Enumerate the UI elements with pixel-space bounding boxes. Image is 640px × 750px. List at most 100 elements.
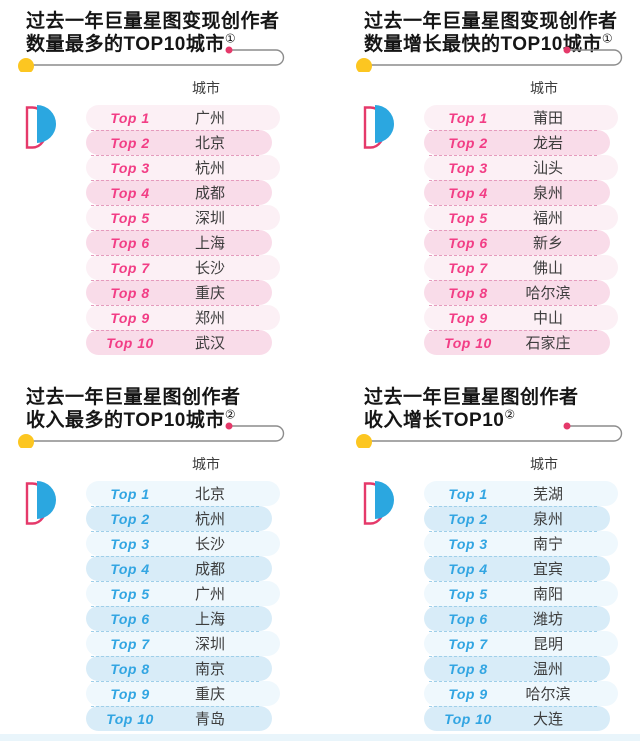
city-name: 大连 bbox=[532, 711, 563, 728]
list-item: Top 1 莆田 bbox=[424, 105, 618, 131]
section-title: 过去一年巨量星图变现创作者 数量最多的TOP10城市① bbox=[26, 10, 280, 56]
list-item: Top 5 深圳 bbox=[86, 205, 280, 231]
rank-label: Top 9 bbox=[110, 685, 150, 702]
list-item: Top 2 泉州 bbox=[424, 506, 610, 532]
title-line1: 过去一年巨量星图变现创作者 bbox=[364, 11, 618, 32]
title-line2: 数量增长最快的TOP10城市 bbox=[364, 34, 602, 55]
top10-list: Top 1 莆田 Top 2 龙岩 Top 3 汕头 Top 4 泉州 Top 5 福州 Top 6… bbox=[424, 105, 618, 355]
list-item: Top 9 哈尔滨 bbox=[424, 681, 618, 707]
city-name: 龙岩 bbox=[532, 135, 563, 152]
city-column-header: 城市 bbox=[192, 80, 220, 96]
list-item: Top 6 上海 bbox=[86, 230, 272, 256]
list-item: Top 10 石家庄 bbox=[424, 330, 610, 355]
rank-label: Top 4 bbox=[110, 560, 150, 577]
city-name: 重庆 bbox=[194, 285, 225, 302]
underline-rule bbox=[26, 425, 285, 442]
footnote-mark: ① bbox=[601, 31, 614, 46]
list-item: Top 1 北京 bbox=[86, 481, 280, 507]
pink-dot-icon bbox=[563, 422, 571, 430]
rank-label: Top 2 bbox=[448, 510, 488, 527]
rank-label: Top 10 bbox=[444, 334, 492, 351]
list-item: Top 8 南京 bbox=[86, 656, 272, 682]
rank-label: Top 6 bbox=[110, 610, 150, 627]
list-item: Top 2 北京 bbox=[86, 130, 272, 156]
city-name: 重庆 bbox=[194, 686, 225, 703]
rank-label: Top 2 bbox=[448, 134, 488, 151]
list-item: Top 7 深圳 bbox=[86, 631, 280, 657]
rank-label: Top 1 bbox=[110, 485, 150, 502]
yellow-dot-icon bbox=[356, 58, 372, 72]
city-name: 莆田 bbox=[532, 110, 563, 127]
rank-label: Top 9 bbox=[448, 309, 488, 326]
rank-label: Top 3 bbox=[110, 535, 150, 552]
rank-label: Top 4 bbox=[110, 184, 150, 201]
rank-label: Top 2 bbox=[110, 134, 150, 151]
pink-dot-icon bbox=[225, 422, 233, 430]
city-name: 泉州 bbox=[532, 511, 563, 528]
rank-label: Top 10 bbox=[444, 710, 492, 727]
city-name: 哈尔滨 bbox=[525, 686, 571, 703]
logo-half-disc bbox=[37, 481, 56, 519]
list-item: Top 1 芜湖 bbox=[424, 481, 618, 507]
logo-half-disc bbox=[375, 105, 394, 143]
city-name: 新乡 bbox=[532, 235, 563, 252]
title-underline-decoration bbox=[18, 46, 285, 72]
list-item: Top 10 武汉 bbox=[86, 330, 272, 355]
list-item: Top 3 杭州 bbox=[86, 155, 280, 181]
rank-label: Top 3 bbox=[110, 159, 150, 176]
city-name: 成都 bbox=[194, 561, 225, 578]
list-item: Top 10 大连 bbox=[424, 706, 610, 731]
list-item: Top 2 杭州 bbox=[86, 506, 272, 532]
rank-label: Top 1 bbox=[110, 109, 150, 126]
list-item: Top 9 郑州 bbox=[86, 305, 280, 331]
city-name: 佛山 bbox=[532, 260, 563, 277]
list-item: Top 8 哈尔滨 bbox=[424, 280, 610, 306]
rank-label: Top 5 bbox=[448, 209, 488, 226]
city-name: 青岛 bbox=[194, 711, 225, 728]
rank-label: Top 3 bbox=[448, 159, 488, 176]
footnote-mark: ① bbox=[224, 31, 237, 46]
list-item: Top 5 南阳 bbox=[424, 581, 618, 607]
rank-label: Top 6 bbox=[448, 610, 488, 627]
city-name: 温州 bbox=[532, 661, 563, 678]
rank-label: Top 1 bbox=[448, 485, 488, 502]
city-name: 北京 bbox=[194, 486, 225, 503]
list-item: Top 3 南宁 bbox=[424, 531, 618, 557]
rank-label: Top 4 bbox=[448, 184, 488, 201]
section-creator-income-growth-top10: 过去一年巨量星图创作者 收入增长TOP10② 城市 Top 1 芜湖 Top 2 泉州 T… bbox=[338, 378, 640, 750]
city-name: 深圳 bbox=[194, 210, 225, 227]
rank-label: Top 8 bbox=[110, 660, 150, 677]
city-name: 哈尔滨 bbox=[525, 285, 571, 302]
rank-label: Top 4 bbox=[448, 560, 488, 577]
top10-list: Top 1 广州 Top 2 北京 Top 3 杭州 Top 4 成都 Top 5 深圳 Top 6… bbox=[86, 105, 280, 355]
yellow-dot-icon bbox=[18, 434, 34, 448]
city-name: 北京 bbox=[194, 135, 225, 152]
rank-label: Top 6 bbox=[448, 234, 488, 251]
city-name: 中山 bbox=[532, 310, 563, 327]
rank-label: Top 3 bbox=[448, 535, 488, 552]
rank-label: Top 5 bbox=[448, 585, 488, 602]
title-line2: 收入增长TOP10 bbox=[364, 410, 505, 431]
rank-label: Top 8 bbox=[110, 284, 150, 301]
rank-label: Top 10 bbox=[106, 710, 154, 727]
list-item: Top 7 昆明 bbox=[424, 631, 618, 657]
top10-list: Top 1 北京 Top 2 杭州 Top 3 长沙 Top 4 成都 Top 5 广州 Top 6… bbox=[86, 481, 280, 731]
list-item: Top 7 长沙 bbox=[86, 255, 280, 281]
city-name: 汕头 bbox=[532, 160, 563, 177]
list-item: Top 9 中山 bbox=[424, 305, 618, 331]
city-name: 泉州 bbox=[532, 185, 563, 202]
rank-label: Top 7 bbox=[110, 635, 150, 652]
rank-label: Top 9 bbox=[448, 685, 488, 702]
logo-half-disc bbox=[375, 481, 394, 519]
list-item: Top 2 龙岩 bbox=[424, 130, 610, 156]
list-item: Top 6 上海 bbox=[86, 606, 272, 632]
city-name: 广州 bbox=[194, 110, 225, 127]
city-name: 杭州 bbox=[194, 160, 225, 177]
city-name: 潍坊 bbox=[532, 611, 563, 628]
list-item: Top 4 宜宾 bbox=[424, 556, 610, 582]
city-name: 深圳 bbox=[194, 636, 225, 653]
list-item: Top 3 汕头 bbox=[424, 155, 618, 181]
city-name: 宜宾 bbox=[532, 561, 563, 578]
city-name: 郑州 bbox=[194, 310, 225, 327]
city-name: 南阳 bbox=[532, 586, 563, 603]
